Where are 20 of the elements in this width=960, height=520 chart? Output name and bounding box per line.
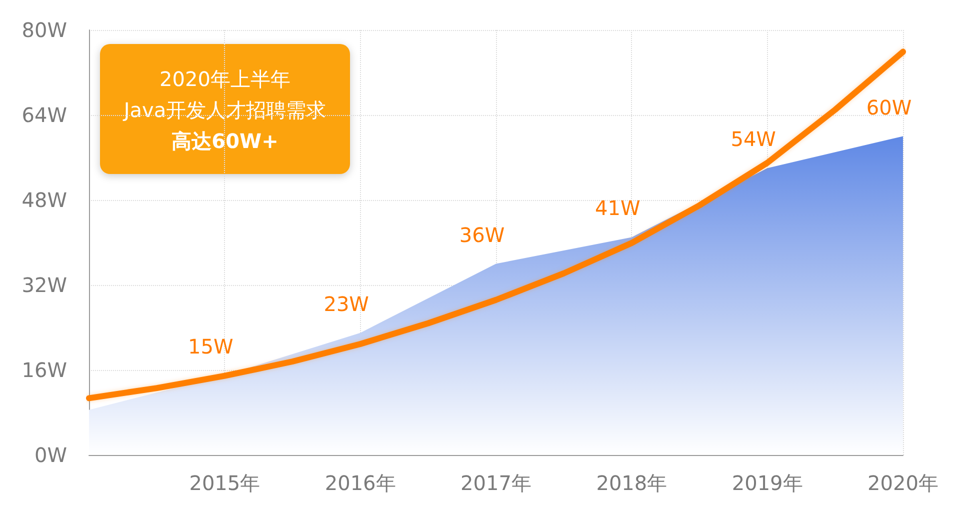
data-label: 41W [595,196,640,220]
annotation: 2020年上半年 [160,67,290,91]
data-label: 60W [866,95,912,120]
x-tick-label: 2020年 [868,471,938,495]
y-tick-label: 64W [22,103,68,127]
x-tick-label: 2017年 [460,471,532,495]
data-label: 23W [324,292,370,316]
y-tick-label: 16W [22,358,68,382]
y-tick-label: 32W [22,273,68,297]
annotation: 高达60W+ [172,129,278,153]
y-tick-label: 80W [22,18,68,42]
data-label: 15W [188,334,234,358]
x-tick-label: 2015年 [189,471,260,495]
x-tick-label: 2016年 [324,471,396,495]
data-label: 36W [459,222,505,247]
data-label: 54W [730,127,776,152]
x-tick-label: 2018年 [596,471,668,495]
x-tick-label: 2019年 [732,471,803,495]
y-tick-label: 0W [34,443,68,467]
y-tick-label: 48W [22,188,68,212]
